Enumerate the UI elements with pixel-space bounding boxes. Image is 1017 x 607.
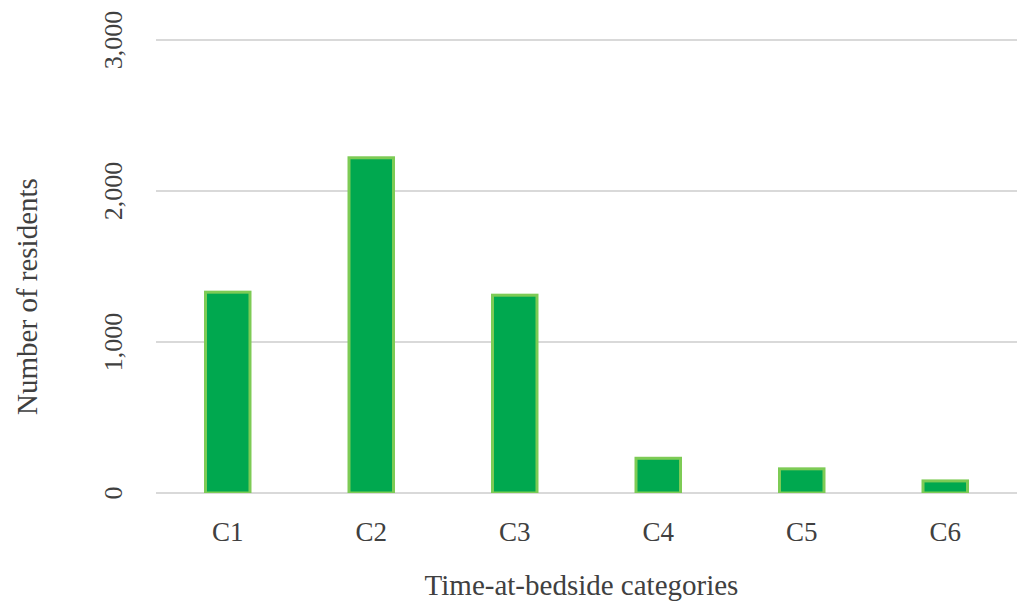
bar: [923, 481, 967, 493]
bar: [493, 295, 537, 493]
y-tick-label: 1,000: [99, 313, 128, 372]
bar: [349, 158, 393, 493]
grid-line: [156, 190, 1017, 192]
x-axis-title: Time-at-bedside categories: [425, 569, 739, 601]
x-tick-label: C2: [355, 517, 387, 547]
bar: [636, 458, 680, 493]
x-tick-label: C5: [786, 517, 818, 547]
y-tick-label: 2,000: [99, 162, 128, 221]
grid: [156, 40, 1017, 493]
grid-line: [156, 39, 1017, 41]
chart-svg: 0 1,000 2,000 3,000 C1 C2 C3 C4 C5 C6 Time-at-beds…: [0, 0, 1017, 607]
bar: [206, 292, 250, 493]
x-tick-label: C4: [642, 517, 674, 547]
x-tick-label: C3: [499, 517, 531, 547]
x-tick-label: C6: [929, 517, 961, 547]
y-tick-label: 0: [99, 487, 128, 500]
y-axis-title: Number of residents: [11, 178, 43, 415]
grid-line: [156, 341, 1017, 343]
grid-line: [156, 492, 1017, 494]
y-tick-label: 3,000: [99, 11, 128, 70]
bars: [206, 158, 968, 493]
x-tick-label: C1: [212, 517, 244, 547]
bar: [780, 469, 824, 493]
chart-container: 0 1,000 2,000 3,000 C1 C2 C3 C4 C5 C6 Time-at-beds…: [0, 0, 1017, 607]
